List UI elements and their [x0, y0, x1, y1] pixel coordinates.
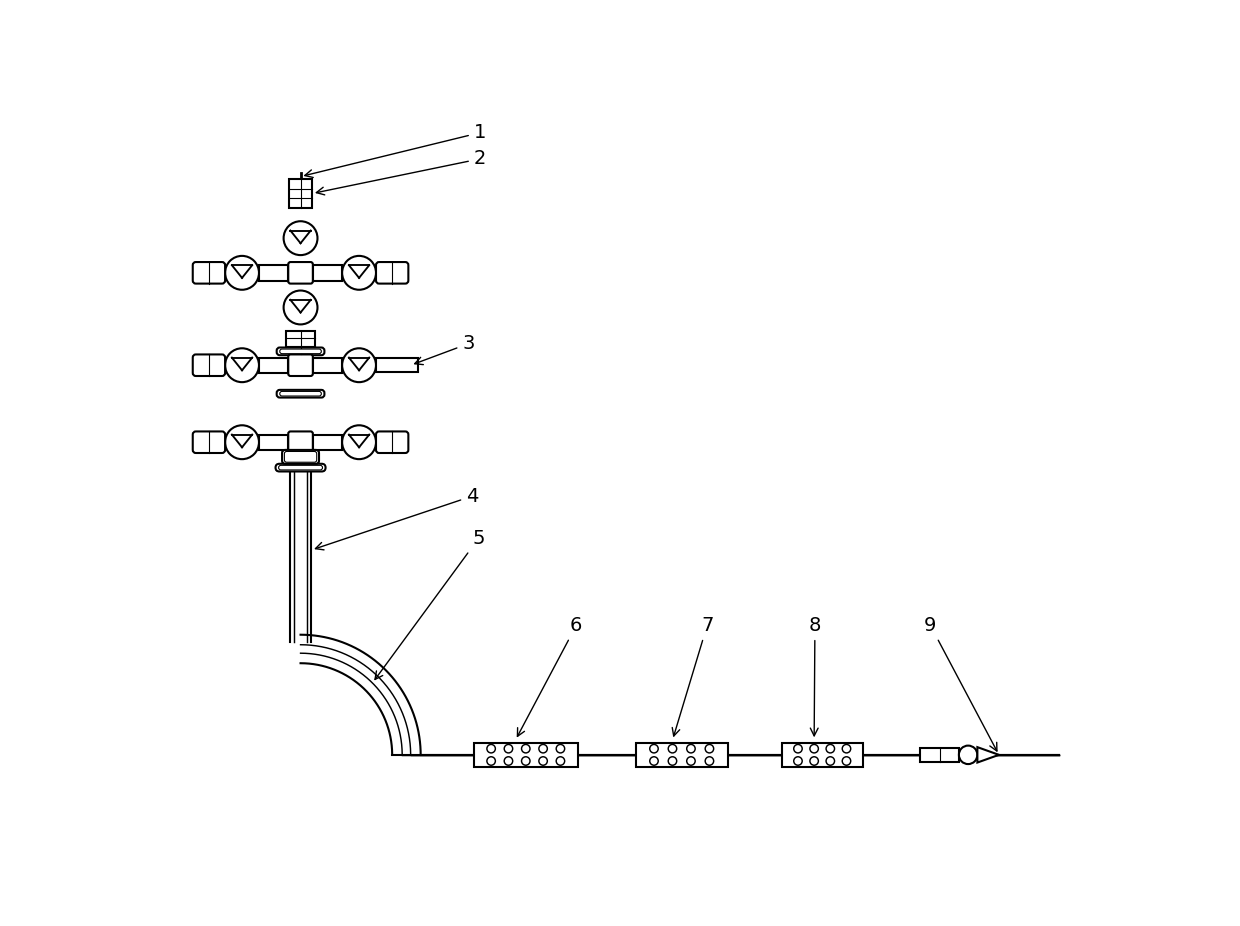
FancyBboxPatch shape [281, 450, 319, 464]
Polygon shape [781, 743, 863, 767]
Circle shape [487, 745, 495, 753]
Circle shape [539, 745, 547, 753]
Text: 2: 2 [316, 149, 486, 194]
Polygon shape [259, 265, 288, 281]
Circle shape [342, 256, 376, 290]
Circle shape [505, 757, 512, 765]
Circle shape [959, 745, 977, 764]
Circle shape [810, 757, 818, 765]
Circle shape [284, 221, 317, 255]
FancyBboxPatch shape [288, 355, 312, 376]
Circle shape [557, 745, 564, 753]
Circle shape [342, 348, 376, 382]
Circle shape [342, 425, 376, 459]
FancyBboxPatch shape [284, 452, 316, 462]
Text: 4: 4 [315, 487, 479, 550]
Text: 3: 3 [414, 334, 475, 365]
FancyBboxPatch shape [280, 392, 321, 396]
Circle shape [706, 745, 714, 753]
Polygon shape [474, 743, 578, 767]
Circle shape [505, 745, 512, 753]
FancyBboxPatch shape [288, 262, 312, 283]
Text: 8: 8 [808, 616, 821, 736]
Polygon shape [312, 265, 342, 281]
Text: 5: 5 [374, 529, 485, 680]
Circle shape [226, 348, 259, 382]
Polygon shape [920, 748, 959, 762]
Circle shape [826, 745, 835, 753]
Circle shape [284, 291, 317, 324]
Polygon shape [977, 747, 999, 762]
Circle shape [522, 745, 529, 753]
FancyBboxPatch shape [376, 262, 408, 283]
Circle shape [794, 757, 802, 765]
Circle shape [668, 745, 677, 753]
FancyBboxPatch shape [279, 466, 322, 469]
FancyBboxPatch shape [192, 355, 226, 376]
Text: 1: 1 [305, 123, 486, 178]
Circle shape [687, 757, 696, 765]
Polygon shape [312, 357, 342, 373]
Circle shape [842, 757, 851, 765]
Circle shape [650, 757, 658, 765]
FancyBboxPatch shape [280, 349, 321, 354]
Polygon shape [312, 434, 342, 450]
Text: 7: 7 [672, 616, 713, 736]
Circle shape [826, 757, 835, 765]
Circle shape [668, 757, 677, 765]
Circle shape [706, 757, 714, 765]
Polygon shape [259, 357, 288, 373]
Circle shape [794, 745, 802, 753]
Polygon shape [376, 358, 418, 372]
Polygon shape [635, 743, 728, 767]
Circle shape [226, 425, 259, 459]
FancyBboxPatch shape [192, 262, 226, 283]
Polygon shape [286, 331, 315, 354]
FancyBboxPatch shape [277, 390, 325, 397]
FancyBboxPatch shape [277, 347, 325, 356]
Circle shape [487, 757, 495, 765]
FancyBboxPatch shape [288, 432, 312, 453]
Circle shape [687, 745, 696, 753]
Circle shape [226, 256, 259, 290]
Text: 9: 9 [924, 616, 997, 751]
Polygon shape [259, 434, 288, 450]
Polygon shape [289, 179, 312, 208]
Circle shape [539, 757, 547, 765]
Circle shape [557, 757, 564, 765]
Circle shape [522, 757, 529, 765]
FancyBboxPatch shape [376, 432, 408, 453]
Circle shape [810, 745, 818, 753]
FancyBboxPatch shape [275, 464, 326, 471]
FancyBboxPatch shape [192, 432, 226, 453]
Circle shape [650, 745, 658, 753]
Text: 6: 6 [517, 616, 583, 736]
Circle shape [842, 745, 851, 753]
